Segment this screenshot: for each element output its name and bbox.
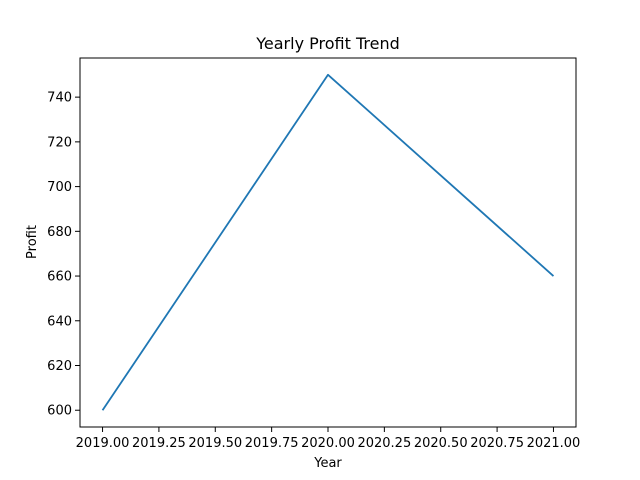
x-tick-label: 2020.00 (301, 436, 355, 451)
x-tick-label: 2020.50 (414, 436, 468, 451)
y-axis-label: Profit (25, 225, 40, 259)
plot-frame (79, 57, 577, 428)
x-axis-label: Year (313, 456, 342, 471)
chart-title: Yearly Profit Trend (255, 34, 399, 53)
plot-area (79, 57, 577, 428)
x-tick-label: 2020.25 (357, 436, 411, 451)
y-tick-label: 700 (47, 180, 72, 195)
x-tick-label: 2019.50 (188, 436, 242, 451)
x-tick-label: 2020.75 (470, 436, 524, 451)
y-tick-label: 720 (47, 135, 72, 150)
y-axis: 600 620 640 660 680 700 720 740 (47, 91, 80, 419)
x-tick-label: 2019.25 (132, 436, 186, 451)
series-line (101, 73, 555, 411)
y-tick-label: 660 (47, 270, 72, 285)
y-tick-label: 600 (47, 404, 72, 419)
x-axis: 2019.00 2019.25 2019.50 2019.75 2020.00 2020.… (76, 427, 581, 451)
x-tick-label: 2021.00 (527, 436, 581, 451)
y-tick-label: 680 (47, 225, 72, 240)
series-layer (101, 73, 555, 411)
y-tick-label: 740 (47, 91, 72, 106)
x-tick-label: 2019.00 (76, 436, 130, 451)
x-tick-label: 2019.75 (245, 436, 299, 451)
y-tick-label: 640 (47, 314, 72, 329)
y-tick-label: 620 (47, 359, 72, 374)
